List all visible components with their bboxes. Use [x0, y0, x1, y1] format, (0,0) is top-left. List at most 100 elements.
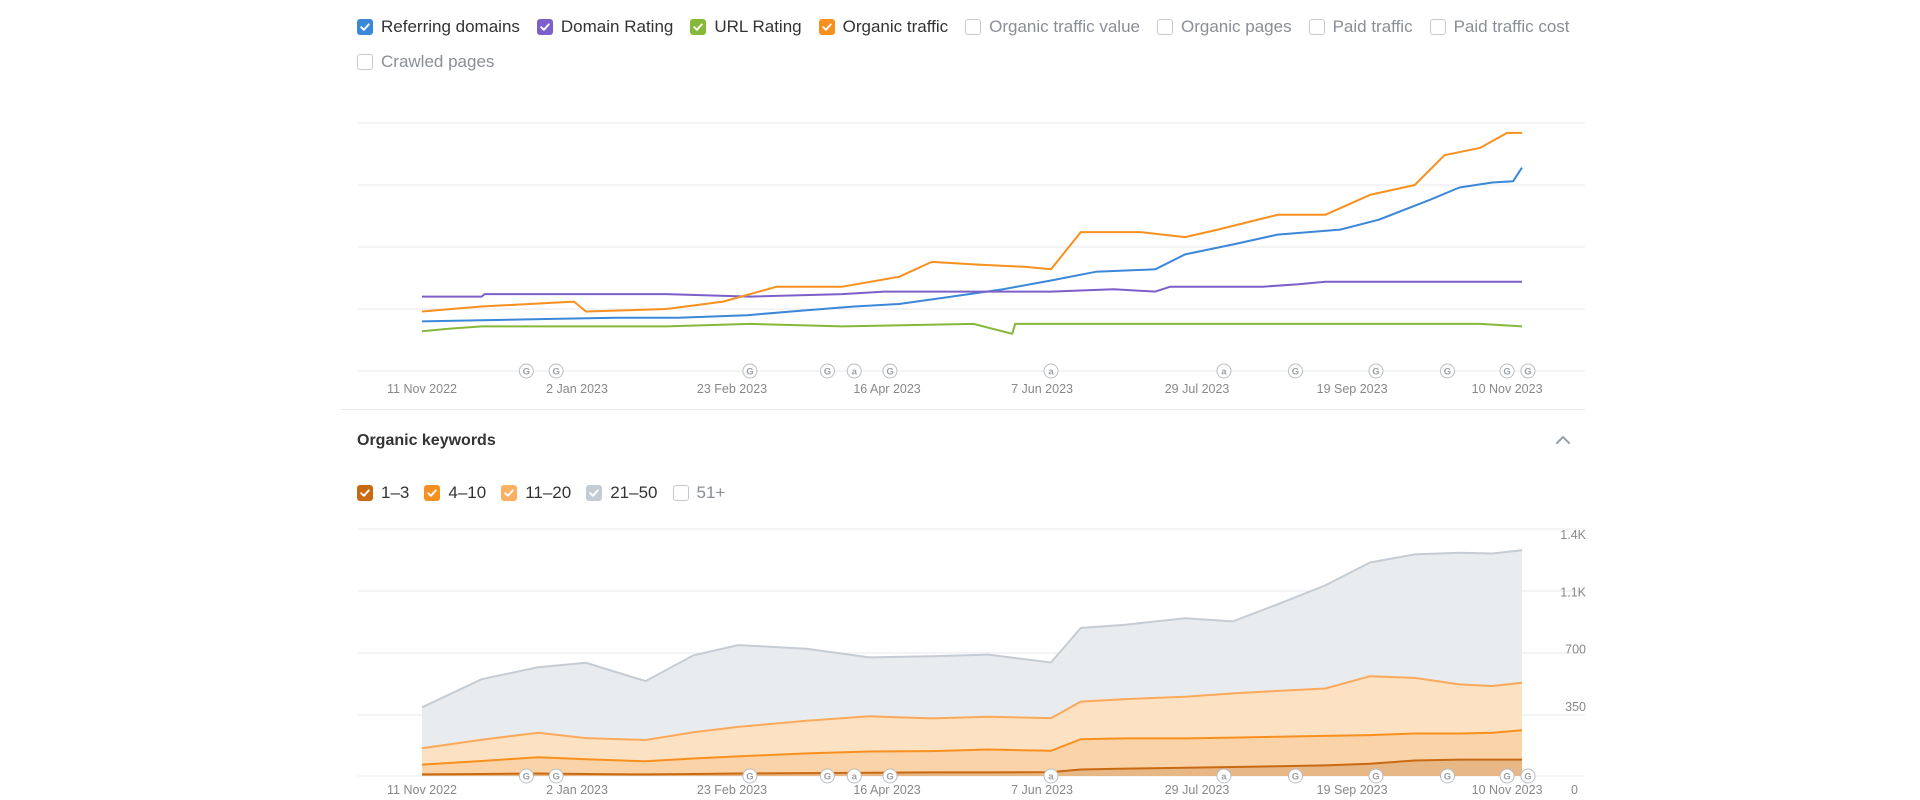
metrics-selector-row1: Referring domains Domain Rating URL Rating… [357, 17, 1570, 37]
checkbox-label: 51+ [696, 483, 726, 502]
metric-checkbox-crawled-pages[interactable]: Crawled pages [357, 52, 494, 72]
google-update-marker-icon[interactable]: G [1499, 363, 1515, 379]
y-tick-label: 0 [1571, 783, 1578, 797]
x-tick-label: 29 Jul 2023 [1165, 382, 1230, 396]
x-tick-label: 2 Jan 2023 [546, 382, 608, 396]
metric-checkbox-organic-pages[interactable]: Organic pages [1157, 17, 1292, 37]
google-update-marker-icon[interactable]: G [1368, 363, 1384, 379]
google-update-marker-icon[interactable]: G [882, 768, 898, 784]
keywords-checkbox-1-3[interactable]: 1–3 [357, 483, 409, 503]
google-update-marker-icon[interactable]: G [548, 363, 564, 379]
series-line-domain-rating [422, 280, 1522, 298]
checkbox-icon[interactable] [672, 485, 689, 501]
marker-letter: a [852, 367, 858, 378]
checkbox-icon[interactable] [1157, 19, 1173, 35]
annotation-marker-icon[interactable]: a [1043, 768, 1059, 784]
marker-letter: G [886, 367, 893, 378]
marker-letter: a [1221, 772, 1227, 783]
google-update-marker-icon[interactable]: G [1287, 363, 1303, 379]
marker-letter: G [824, 367, 831, 378]
checkbox-icon[interactable] [690, 19, 707, 35]
marker-letter: G [523, 772, 530, 783]
checkbox-label: Paid traffic [1332, 17, 1413, 36]
x-tick-label: 11 Nov 2022 [387, 783, 457, 797]
series-line-referring-domains [421, 167, 1523, 323]
checkbox-icon[interactable] [1429, 19, 1446, 35]
google-update-marker-icon[interactable]: G [819, 768, 835, 784]
metric-checkbox-url-rating[interactable]: URL Rating [690, 17, 802, 37]
x-tick-label: 29 Jul 2023 [1165, 783, 1230, 797]
google-update-marker-icon[interactable]: G [1439, 363, 1455, 379]
checkbox-icon[interactable] [1308, 19, 1325, 35]
x-tick-label: 23 Feb 2023 [697, 382, 767, 396]
metric-checkbox-organic-traffic[interactable]: Organic traffic [818, 17, 948, 37]
checkbox-label: Paid traffic cost [1453, 17, 1570, 36]
annotation-marker-icon[interactable]: a [1043, 363, 1059, 379]
google-update-marker-icon[interactable]: G [548, 768, 564, 784]
metric-checkbox-paid-traffic-cost[interactable]: Paid traffic cost [1429, 17, 1570, 37]
annotation-marker-icon[interactable]: a [1216, 768, 1232, 784]
marker-letter: G [1292, 367, 1299, 378]
checkbox-label: Organic traffic value [989, 17, 1140, 36]
annotation-marker-icon[interactable]: a [846, 768, 862, 784]
metric-checkbox-paid-traffic[interactable]: Paid traffic [1308, 17, 1413, 37]
checkbox-label: 4–10 [448, 483, 487, 502]
section-divider [341, 409, 1585, 410]
checkbox-icon[interactable] [357, 54, 373, 70]
annotation-marker-icon[interactable]: a [846, 363, 862, 379]
google-update-marker-icon[interactable]: G [1499, 768, 1515, 784]
marker-letter: G [1524, 367, 1531, 378]
checkbox-icon[interactable] [965, 19, 982, 35]
y-tick-label: 1.1K [1560, 585, 1586, 599]
marker-letter: G [1503, 772, 1510, 783]
marker-letter: G [523, 367, 530, 378]
x-tick-label: 23 Feb 2023 [697, 783, 767, 797]
google-update-marker-icon[interactable]: G [1520, 363, 1536, 379]
metric-checkbox-referring-domains[interactable]: Referring domains [357, 17, 520, 37]
google-update-marker-icon[interactable]: G [1287, 768, 1303, 784]
x-tick-label: 19 Sep 2023 [1317, 382, 1388, 396]
keywords-checkbox-11-20[interactable]: 11–20 [501, 483, 571, 503]
google-update-marker-icon[interactable]: G [742, 363, 758, 379]
checkbox-label: 1–3 [381, 483, 410, 502]
google-update-marker-icon[interactable]: G [819, 363, 835, 379]
checkbox-label: URL Rating [714, 17, 802, 36]
area-edge-11-20 [421, 675, 1523, 750]
checkbox-icon[interactable] [501, 485, 518, 501]
series-line-organic-traffic [421, 131, 1522, 313]
checkbox-icon[interactable] [357, 19, 373, 35]
marker-letter: G [552, 367, 559, 378]
checkbox-label: Domain Rating [560, 17, 674, 36]
checkbox-icon[interactable] [424, 485, 441, 501]
collapse-chevron-up-icon[interactable] [1552, 429, 1574, 451]
x-tick-label: 7 Jun 2023 [1011, 382, 1073, 396]
google-update-marker-icon[interactable]: G [882, 363, 898, 379]
marker-letter: G [1524, 772, 1531, 783]
marker-letter: G [1292, 772, 1299, 783]
marker-letter: G [746, 367, 753, 378]
checkbox-label: Organic pages [1181, 17, 1292, 36]
google-update-marker-icon[interactable]: G [1368, 768, 1384, 784]
checkbox-icon[interactable] [818, 19, 835, 35]
google-update-marker-icon[interactable]: G [518, 768, 534, 784]
annotation-marker-icon[interactable]: a [1216, 363, 1232, 379]
checkbox-icon[interactable] [586, 485, 603, 501]
metric-checkbox-domain-rating[interactable]: Domain Rating [536, 17, 674, 37]
checkbox-icon[interactable] [357, 485, 373, 501]
google-update-marker-icon[interactable]: G [1439, 768, 1455, 784]
keywords-checkbox-21-50[interactable]: 21–50 [586, 483, 658, 503]
marker-letter: a [852, 772, 858, 783]
google-update-marker-icon[interactable]: G [518, 363, 534, 379]
keywords-checkbox-4-10[interactable]: 4–10 [424, 483, 486, 503]
checkbox-label: Crawled pages [381, 52, 495, 71]
metric-checkbox-organic-traffic-value[interactable]: Organic traffic value [965, 17, 1140, 37]
checkbox-icon[interactable] [536, 19, 553, 35]
google-update-marker-icon[interactable]: G [1520, 768, 1536, 784]
marker-letter: a [1048, 772, 1054, 783]
keywords-checkbox-51[interactable]: 51+ [672, 483, 726, 503]
y-tick-label: 350 [1565, 700, 1586, 714]
google-update-marker-icon[interactable]: G [742, 768, 758, 784]
x-tick-label: 16 Apr 2023 [853, 783, 920, 797]
marker-letter: G [1444, 772, 1451, 783]
